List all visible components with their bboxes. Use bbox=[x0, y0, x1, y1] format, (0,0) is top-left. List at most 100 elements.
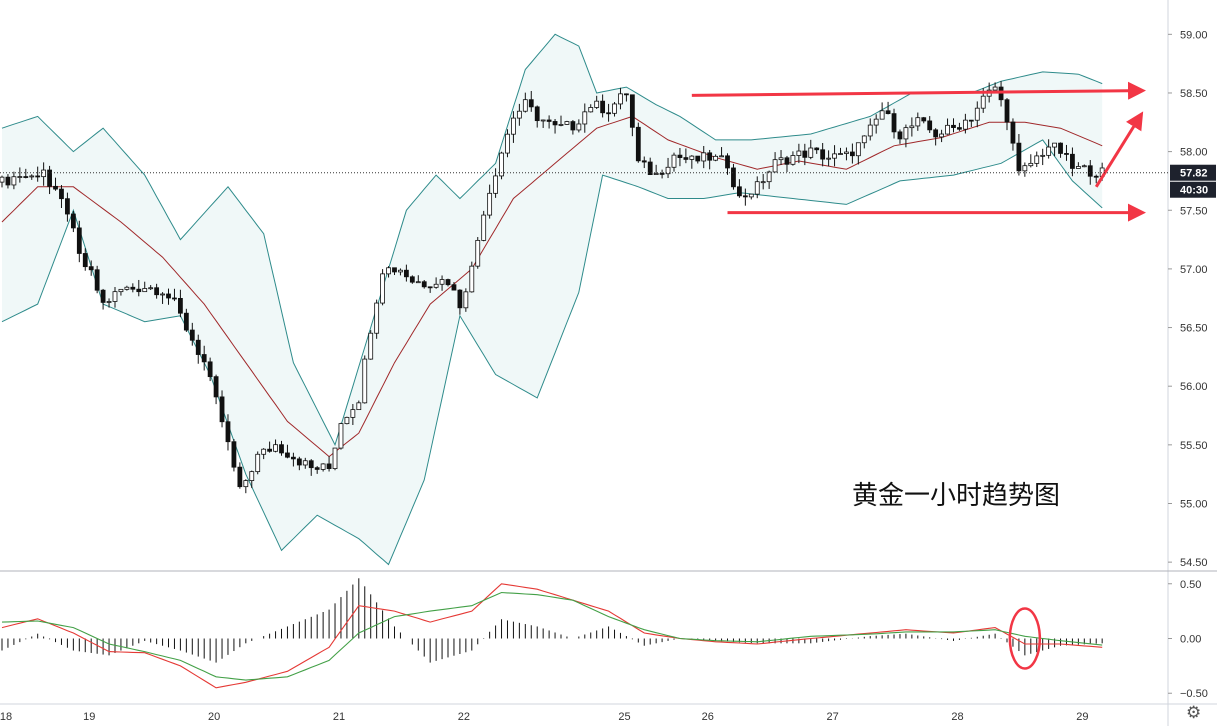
candle bbox=[778, 150, 784, 165]
candle bbox=[689, 155, 695, 169]
candle-body-up bbox=[469, 265, 475, 293]
candle bbox=[903, 124, 909, 148]
candle-body-up bbox=[433, 283, 439, 288]
candle-body-up bbox=[41, 169, 47, 178]
candle bbox=[11, 171, 17, 190]
price-tick-label: 57.00 bbox=[1180, 264, 1208, 276]
middle-band-line bbox=[1, 115, 1103, 458]
candle bbox=[403, 264, 409, 282]
candle bbox=[100, 288, 106, 310]
candle-body-up bbox=[962, 119, 968, 130]
candle-body-up bbox=[1028, 162, 1034, 167]
candle-body-up bbox=[778, 157, 784, 161]
band-fill bbox=[2, 34, 1103, 565]
candle bbox=[665, 157, 671, 179]
candle-body-up bbox=[665, 166, 671, 175]
candle bbox=[189, 322, 195, 346]
candle-body-up bbox=[124, 286, 130, 290]
candle-body-down bbox=[445, 279, 451, 286]
candle-body-up bbox=[0, 176, 5, 183]
candle-body-down bbox=[76, 227, 82, 254]
candle bbox=[576, 119, 582, 133]
time-tick-label: 25 bbox=[618, 711, 630, 723]
candle-body-up bbox=[754, 181, 760, 195]
candle-body-up bbox=[142, 288, 148, 293]
candle-body-up bbox=[415, 281, 421, 284]
candle bbox=[29, 174, 35, 180]
candle bbox=[475, 237, 481, 269]
candle bbox=[927, 116, 933, 133]
candle-body-up bbox=[909, 125, 915, 129]
candle-body-down bbox=[65, 198, 70, 215]
time-tick-label: 19 bbox=[83, 711, 95, 723]
candle bbox=[0, 175, 5, 188]
candle-body-down bbox=[528, 99, 534, 108]
chart-annotation: 黄金一小时趋势图 bbox=[852, 481, 1060, 511]
candle-body-down bbox=[641, 160, 647, 163]
candle-body-up bbox=[903, 127, 909, 140]
candle-body-up bbox=[505, 133, 510, 154]
candle bbox=[499, 151, 504, 180]
settings-gear-icon[interactable]: ⚙ bbox=[1186, 703, 1202, 723]
candle-body-down bbox=[183, 312, 189, 331]
candle-body-up bbox=[463, 291, 469, 309]
trend-arrow bbox=[691, 81, 1146, 100]
candle bbox=[487, 184, 493, 219]
candle-body-down bbox=[647, 161, 653, 175]
candle-body-down bbox=[231, 441, 237, 468]
candle bbox=[808, 139, 814, 160]
candle-body-up bbox=[974, 107, 980, 121]
candle-body-down bbox=[629, 94, 635, 128]
candle bbox=[826, 150, 832, 167]
price-tick-label: 58.00 bbox=[1180, 147, 1208, 159]
candle bbox=[1016, 134, 1022, 176]
macd-line bbox=[1, 583, 1103, 689]
candle-body-up bbox=[760, 181, 766, 184]
candle bbox=[516, 103, 522, 126]
candle bbox=[332, 447, 338, 471]
candle bbox=[213, 374, 219, 405]
candle bbox=[725, 153, 730, 175]
candle bbox=[1070, 147, 1075, 177]
candle bbox=[695, 155, 701, 164]
candle-body-down bbox=[427, 286, 433, 289]
candle bbox=[285, 444, 290, 459]
candle bbox=[374, 299, 380, 339]
candle bbox=[380, 269, 385, 306]
price-tick-label: 57.50 bbox=[1180, 205, 1208, 217]
candle-body-down bbox=[47, 169, 52, 187]
candle-body-up bbox=[356, 402, 362, 411]
candle-body-up bbox=[243, 480, 249, 488]
candle bbox=[701, 145, 707, 169]
candle-body-down bbox=[166, 293, 171, 299]
candle bbox=[427, 286, 433, 293]
candle bbox=[754, 176, 760, 199]
candle-body-down bbox=[403, 269, 409, 278]
price-tick-label: 55.50 bbox=[1180, 440, 1208, 452]
candle bbox=[594, 95, 600, 110]
candle bbox=[570, 120, 576, 135]
candle-body-down bbox=[189, 329, 195, 341]
candle-body-down bbox=[59, 188, 64, 200]
candle bbox=[82, 248, 88, 271]
candle-body-down bbox=[70, 213, 76, 229]
candle bbox=[1081, 164, 1087, 168]
candle bbox=[784, 155, 790, 172]
candle bbox=[713, 154, 719, 162]
candle-body-up bbox=[273, 444, 278, 452]
candle-body-down bbox=[409, 276, 415, 283]
candle bbox=[326, 456, 332, 472]
candle bbox=[885, 101, 891, 115]
candle bbox=[439, 275, 445, 291]
candle-body-down bbox=[897, 131, 903, 140]
candle-body-up bbox=[261, 448, 267, 455]
candle-body-up bbox=[362, 358, 368, 404]
time-tick-label: 18 bbox=[0, 711, 12, 723]
candle bbox=[261, 448, 267, 460]
candle-body-down bbox=[802, 150, 808, 158]
candle bbox=[511, 111, 516, 143]
candle bbox=[1040, 148, 1046, 166]
candle bbox=[582, 103, 588, 133]
candle-body-down bbox=[392, 267, 397, 273]
